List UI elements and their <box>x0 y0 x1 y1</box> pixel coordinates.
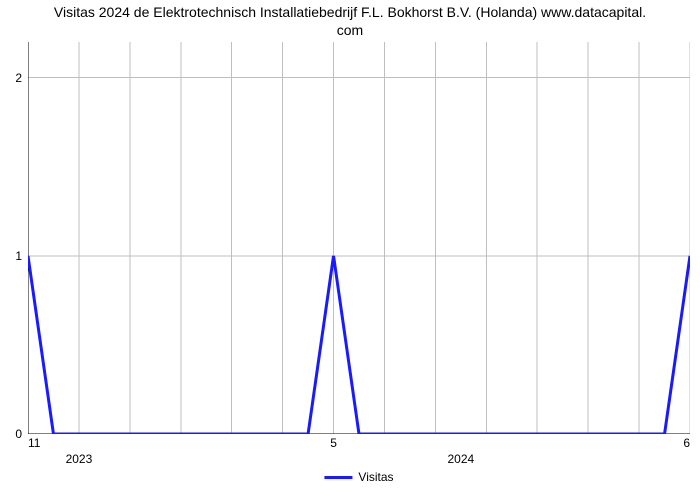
x-tick-label: 11 <box>28 436 40 450</box>
chart-title: Visitas 2024 de Elektrotechnisch Install… <box>0 4 700 39</box>
y-tick-label: 0 <box>15 427 22 441</box>
chart-container: Visitas 2024 de Elektrotechnisch Install… <box>0 0 700 500</box>
y-tick-label: 1 <box>15 249 22 263</box>
y-tick-label: 2 <box>15 71 22 85</box>
x-year-label: 2024 <box>447 452 474 466</box>
x-tick-label: 6 <box>683 436 690 450</box>
legend-swatch <box>324 476 352 479</box>
x-year-label: 2023 <box>66 452 93 466</box>
plot-svg <box>28 42 690 434</box>
x-tick-label: 5 <box>330 436 337 450</box>
legend-label: Visitas <box>358 470 393 484</box>
legend: Visitas <box>324 470 393 484</box>
plot-area: Visitas 012115620232024 <box>28 42 690 434</box>
